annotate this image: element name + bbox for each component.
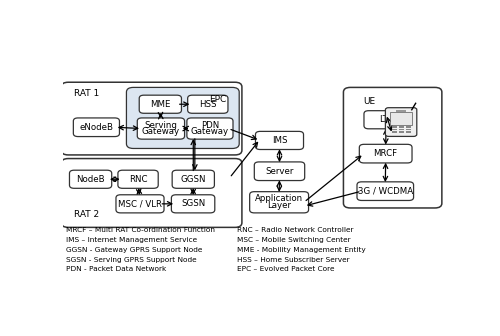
Bar	[392, 126, 396, 128]
FancyBboxPatch shape	[357, 182, 414, 201]
Bar	[406, 126, 411, 128]
Text: MRCF: MRCF	[374, 149, 398, 158]
Bar	[398, 131, 404, 133]
Text: MME - Mobility Management Entity: MME - Mobility Management Entity	[237, 247, 366, 253]
Text: UE: UE	[363, 97, 375, 106]
Text: GGSN: GGSN	[180, 175, 206, 184]
Text: eNodeB: eNodeB	[80, 123, 114, 132]
FancyBboxPatch shape	[187, 118, 233, 139]
Text: Gateway: Gateway	[142, 127, 180, 136]
FancyBboxPatch shape	[256, 131, 304, 150]
FancyBboxPatch shape	[126, 87, 239, 149]
FancyBboxPatch shape	[138, 118, 184, 139]
Text: EPC: EPC	[209, 95, 226, 103]
Bar	[406, 129, 411, 130]
Text: SGSN - Serving GPRS Support Node: SGSN - Serving GPRS Support Node	[66, 257, 197, 263]
Bar	[398, 129, 404, 130]
Text: Server: Server	[266, 167, 293, 176]
Text: EPC – Evolved Packet Core: EPC – Evolved Packet Core	[237, 266, 334, 272]
Text: PDN: PDN	[201, 121, 219, 130]
Text: MSC / VLR: MSC / VLR	[118, 199, 162, 208]
Text: IMS: IMS	[272, 136, 287, 145]
FancyBboxPatch shape	[116, 195, 164, 213]
Bar	[406, 131, 411, 133]
Text: SGSN: SGSN	[181, 199, 205, 208]
FancyBboxPatch shape	[139, 95, 182, 113]
Text: RAT 2: RAT 2	[74, 210, 99, 219]
FancyBboxPatch shape	[364, 111, 408, 129]
FancyBboxPatch shape	[386, 108, 417, 136]
Text: PDN - Packet Data Network: PDN - Packet Data Network	[66, 266, 166, 272]
Text: GGSN - Gateway GPRS Support Node: GGSN - Gateway GPRS Support Node	[66, 247, 203, 253]
Text: Application: Application	[255, 195, 303, 203]
Text: IMS – Internet Management Service: IMS – Internet Management Service	[66, 237, 198, 243]
FancyBboxPatch shape	[74, 118, 120, 136]
Bar	[396, 110, 406, 112]
Text: RNC – Radio Network Controller: RNC – Radio Network Controller	[237, 227, 354, 233]
Text: Layer: Layer	[267, 201, 291, 210]
Text: MME: MME	[150, 100, 171, 109]
Text: NodeB: NodeB	[76, 175, 105, 184]
Text: RAT 1: RAT 1	[74, 89, 100, 98]
Bar	[392, 129, 396, 130]
FancyBboxPatch shape	[254, 162, 304, 180]
FancyBboxPatch shape	[188, 95, 228, 113]
Text: RNC: RNC	[129, 175, 148, 184]
Bar	[390, 112, 412, 125]
Text: LTE: LTE	[379, 115, 394, 124]
Text: MSC – Mobile Switching Center: MSC – Mobile Switching Center	[237, 237, 350, 243]
FancyBboxPatch shape	[172, 170, 214, 188]
Text: Gateway: Gateway	[191, 127, 229, 136]
FancyBboxPatch shape	[172, 195, 215, 213]
FancyBboxPatch shape	[360, 144, 412, 163]
Bar	[398, 126, 404, 128]
FancyBboxPatch shape	[118, 170, 158, 188]
Text: MRCF – Multi RAT Co-ordination Function: MRCF – Multi RAT Co-ordination Function	[66, 227, 216, 233]
Text: Serving: Serving	[144, 121, 178, 130]
Text: 3G / WCDMA: 3G / WCDMA	[358, 187, 413, 196]
Text: HSS: HSS	[199, 100, 216, 109]
Text: HSS – Home Subscriber Server: HSS – Home Subscriber Server	[237, 257, 350, 263]
FancyBboxPatch shape	[250, 192, 308, 213]
Bar	[392, 131, 396, 133]
FancyBboxPatch shape	[70, 170, 112, 188]
